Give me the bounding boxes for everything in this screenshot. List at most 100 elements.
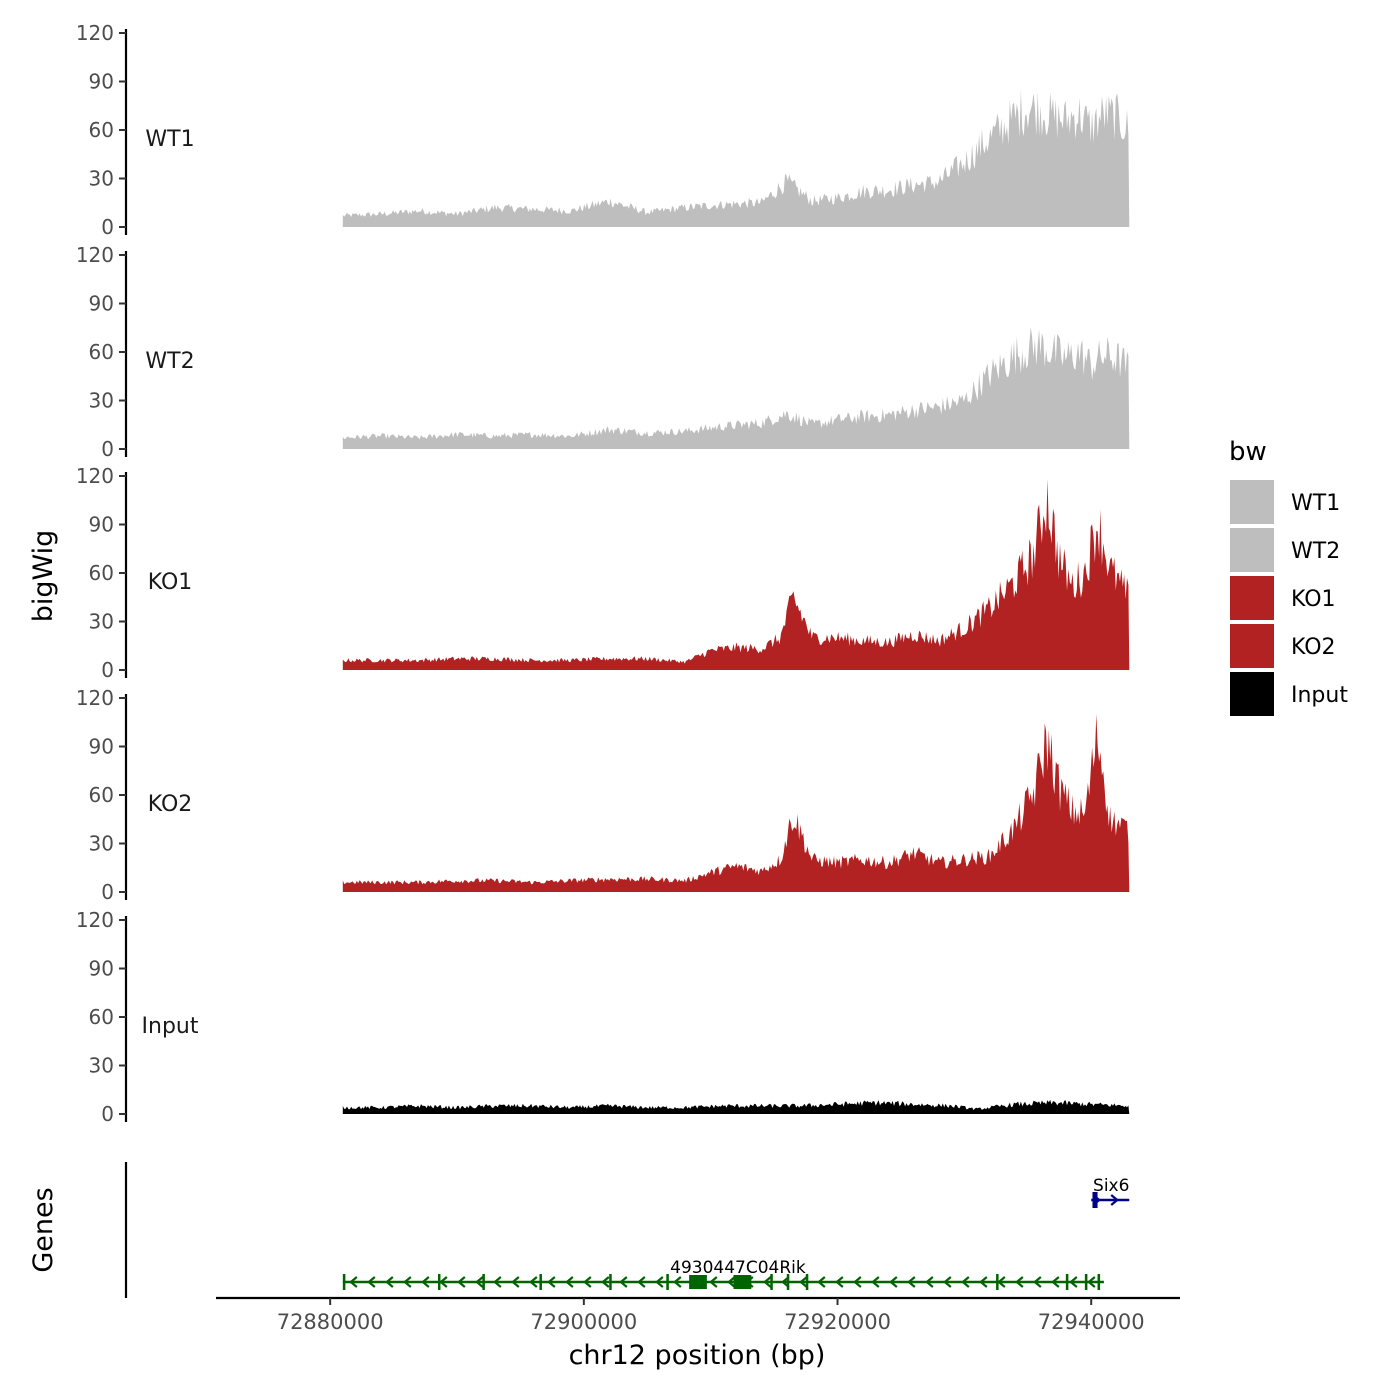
y-tick-label: 90 [89, 70, 114, 94]
exon [1065, 1274, 1069, 1290]
strand-arrow [1051, 1276, 1060, 1288]
y-tick-label: 120 [76, 908, 114, 932]
x-tick-label: 72940000 [1038, 1310, 1145, 1334]
exon [437, 1274, 441, 1290]
y-tick-label: 120 [76, 464, 114, 488]
y-tick-label: 0 [101, 437, 114, 461]
strand-arrow [907, 1276, 916, 1288]
track-input: 0 30 60 90 120 Input [76, 908, 1130, 1126]
exon [482, 1274, 485, 1290]
strand-arrow [673, 1276, 682, 1288]
track-label-wt1: WT1 [145, 127, 194, 152]
track-wt1: 0 30 60 90 120 WT1 [76, 21, 1130, 239]
y-tick-label: 30 [89, 1054, 114, 1078]
gene-label: 4930447C04Rik [670, 1258, 806, 1278]
y-tick-label: 30 [89, 832, 114, 856]
strand-arrow [421, 1276, 430, 1288]
gene-label: Six6 [1093, 1176, 1129, 1196]
y-tick-label: 120 [76, 686, 114, 710]
legend-item-wt2: WT2 [1230, 528, 1340, 572]
strand-arrow [583, 1276, 592, 1288]
exon [342, 1274, 346, 1290]
exon [539, 1274, 542, 1290]
strand-arrow [817, 1276, 826, 1288]
strand-arrow [511, 1276, 520, 1288]
gene-six6: Six6 [1091, 1176, 1129, 1208]
track-ko1: 0 30 60 90 120 KO1 [76, 464, 1130, 682]
exon [1084, 1274, 1088, 1290]
legend-item-ko1: KO1 [1230, 576, 1336, 620]
coverage-area-wt2 [342, 327, 1130, 449]
legend-swatch [1230, 528, 1274, 572]
y-tick-label: 60 [89, 783, 114, 807]
exon [1092, 1192, 1098, 1208]
coverage-area-wt1 [342, 89, 1130, 228]
strand-arrow [943, 1276, 952, 1288]
exon [786, 1274, 790, 1290]
x-tick-label: 72880000 [277, 1310, 384, 1334]
legend-label: WT1 [1291, 491, 1340, 516]
strand-arrow [547, 1276, 556, 1288]
strand-arrow [439, 1276, 448, 1288]
strand-arrow [997, 1276, 1006, 1288]
y-tick-label: 120 [76, 21, 114, 45]
legend-swatch [1230, 576, 1274, 620]
y-tick-label: 120 [76, 243, 114, 267]
y-tick-label: 90 [89, 292, 114, 316]
strand-arrow [709, 1276, 718, 1288]
strand-arrow [889, 1276, 898, 1288]
exon [805, 1274, 809, 1290]
y-tick-label: 60 [89, 118, 114, 142]
legend-label: KO1 [1291, 587, 1336, 612]
exon [666, 1274, 669, 1290]
y-tick-label: 60 [89, 340, 114, 364]
y-tick-label: 90 [89, 735, 114, 759]
y-tick-label: 0 [101, 880, 114, 904]
x-tick-label: 72900000 [530, 1310, 637, 1334]
strand-arrow [493, 1276, 502, 1288]
strand-arrow [349, 1276, 358, 1288]
strand-arrow [457, 1276, 466, 1288]
track-ko2: 0 30 60 90 120 KO2 [76, 686, 1130, 904]
strand-arrow [1110, 1194, 1119, 1206]
strand-arrow [1087, 1276, 1096, 1288]
x-axis-title: chr12 position (bp) [569, 1340, 826, 1371]
y-tick-label: 30 [89, 610, 114, 634]
track-label-ko1: KO1 [148, 570, 193, 595]
y-tick-label: 90 [89, 513, 114, 537]
exon [996, 1274, 999, 1290]
exon [1097, 1274, 1101, 1290]
genes-axis-title: Genes [28, 1187, 59, 1272]
legend-label: Input [1291, 683, 1348, 708]
legend-swatch [1230, 480, 1274, 524]
legend-item-input: Input [1230, 672, 1348, 716]
y-tick-label: 90 [89, 957, 114, 981]
strand-arrow [385, 1276, 394, 1288]
strand-arrow [619, 1276, 628, 1288]
y-tick-label: 30 [89, 389, 114, 413]
strand-arrow [475, 1276, 484, 1288]
y-tick-label: 0 [101, 658, 114, 682]
strand-arrow [727, 1276, 736, 1288]
strand-arrow [1069, 1276, 1078, 1288]
strand-arrow [655, 1276, 664, 1288]
track-label-input: Input [142, 1014, 199, 1039]
gene-4930447c04rik: 4930447C04Rik [342, 1258, 1104, 1290]
legend-swatch [1230, 672, 1274, 716]
y-tick-label: 0 [101, 215, 114, 239]
track-label-wt2: WT2 [145, 349, 194, 374]
strand-arrow [979, 1276, 988, 1288]
strand-arrow [835, 1276, 844, 1288]
y-axis-title: bigWig [28, 530, 59, 623]
exon [609, 1274, 612, 1290]
strand-arrow [925, 1276, 934, 1288]
coverage-area-input [342, 1099, 1130, 1114]
coverage-area-ko2 [342, 714, 1130, 892]
coverage-area-ko1 [342, 479, 1130, 670]
strand-arrow [871, 1276, 880, 1288]
legend-title: bw [1229, 437, 1267, 467]
strand-arrow [853, 1276, 862, 1288]
strand-arrow [529, 1276, 538, 1288]
y-tick-label: 0 [101, 1102, 114, 1126]
